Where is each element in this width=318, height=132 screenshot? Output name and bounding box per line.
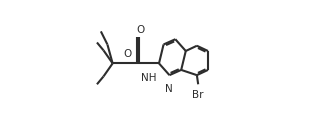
Text: NH: NH (141, 73, 156, 83)
Text: O: O (123, 49, 131, 59)
Text: O: O (137, 25, 145, 35)
Text: Br: Br (192, 89, 204, 100)
Text: N: N (165, 84, 173, 94)
